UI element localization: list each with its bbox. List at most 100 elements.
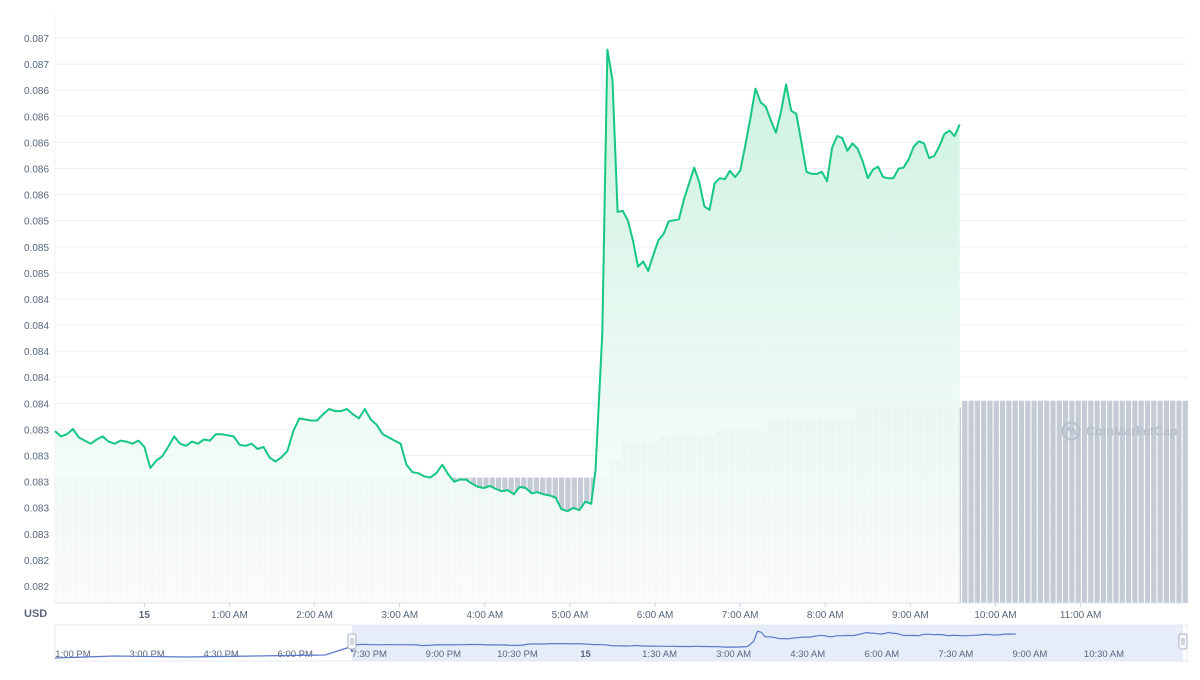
volume-bar bbox=[1157, 400, 1163, 603]
volume-bar bbox=[1126, 400, 1132, 603]
volume-bar bbox=[1151, 400, 1157, 603]
navigator-left-handle[interactable] bbox=[347, 633, 357, 650]
navigator-window[interactable] bbox=[352, 625, 1183, 661]
volume-bar bbox=[993, 400, 999, 603]
x-tick-label: 15 bbox=[139, 610, 151, 621]
navigator-label: 6:00 PM bbox=[278, 649, 313, 660]
x-tick-label: 4:00 AM bbox=[466, 610, 503, 621]
currency-label: USD bbox=[24, 608, 47, 620]
navigator-label: 4:30 PM bbox=[203, 649, 238, 660]
price-area-fill bbox=[55, 49, 960, 604]
y-tick-label: 0.083 bbox=[24, 530, 49, 541]
volume-bar bbox=[1100, 400, 1106, 603]
volume-bar bbox=[1075, 400, 1081, 603]
volume-bar bbox=[1113, 400, 1119, 603]
y-tick-label: 0.086 bbox=[24, 138, 49, 149]
navigator-right-handle[interactable] bbox=[1178, 633, 1188, 650]
y-tick-label: 0.086 bbox=[24, 164, 49, 175]
x-tick-label: 3:00 AM bbox=[381, 610, 418, 621]
navigator-label: 9:00 PM bbox=[426, 649, 461, 660]
volume-bar bbox=[1006, 400, 1012, 603]
navigator-label: 10:30 AM bbox=[1084, 649, 1124, 660]
price-line bbox=[54, 48, 961, 513]
volume-bar bbox=[1132, 400, 1138, 603]
volume-bar bbox=[968, 400, 974, 603]
y-tick-label: 0.084 bbox=[24, 295, 49, 306]
volume-bar bbox=[1012, 400, 1018, 603]
volume-bar bbox=[1044, 400, 1050, 603]
x-tick-label: 10:00 AM bbox=[974, 610, 1016, 621]
y-tick-label: 0.084 bbox=[24, 373, 49, 384]
volume-bar bbox=[1163, 400, 1169, 603]
x-tick-label: 1:00 AM bbox=[211, 610, 248, 621]
navigator-label: 7:30 AM bbox=[938, 649, 973, 660]
y-tick-label: 0.082 bbox=[24, 582, 49, 593]
navigator-label: 3:00 AM bbox=[716, 649, 751, 660]
watermark-text: CoinMarketCap bbox=[1086, 425, 1178, 439]
navigator-label: 1:30 AM bbox=[642, 649, 677, 660]
x-axis: 15 1:00 AM 2:00 AM 3:00 AM 4:00 AM 5:00 AM 6:0… bbox=[55, 602, 1187, 621]
volume-bar bbox=[981, 400, 987, 603]
volume-bar bbox=[1025, 400, 1031, 603]
time-navigator[interactable]: 1:00 PM 3:00 PM 4:30 PM 6:00 PM 7:30 PM 9:00 … bbox=[54, 624, 1188, 662]
navigator-label: 4:30 AM bbox=[790, 649, 825, 660]
volume-bar bbox=[962, 400, 968, 603]
navigator-label: 6:00 AM bbox=[864, 649, 899, 660]
volume-bar bbox=[1056, 400, 1062, 603]
y-tick-label: 0.086 bbox=[24, 112, 49, 123]
navigator-label: 3:00 PM bbox=[129, 649, 164, 660]
y-tick-label: 0.086 bbox=[24, 86, 49, 97]
y-axis: 0.087 0.087 0.086 0.086 0.086 0.086 0.086 0.085… bbox=[24, 34, 49, 593]
y-tick-label: 0.084 bbox=[24, 399, 49, 410]
volume-bar bbox=[1050, 400, 1056, 603]
x-tick-label: 8:00 AM bbox=[807, 610, 844, 621]
volume-bar bbox=[1018, 400, 1025, 603]
watermark: CoinMarketCap bbox=[1061, 421, 1178, 441]
y-tick-label: 0.083 bbox=[24, 425, 49, 436]
y-tick-label: 0.087 bbox=[24, 34, 49, 45]
y-tick-label: 0.084 bbox=[24, 347, 49, 358]
navigator-label: 9:00 AM bbox=[1012, 649, 1047, 660]
x-tick-label: 2:00 AM bbox=[296, 610, 333, 621]
volume-bar bbox=[1081, 400, 1088, 603]
volume-bar bbox=[1000, 400, 1006, 603]
y-tick-label: 0.082 bbox=[24, 556, 49, 567]
x-tick-label: 6:00 AM bbox=[637, 610, 674, 621]
volume-bar bbox=[987, 400, 993, 603]
volume-bar bbox=[1094, 400, 1100, 603]
volume-bar bbox=[1119, 400, 1125, 603]
x-tick-label: 11:00 AM bbox=[1060, 610, 1102, 621]
volume-bar bbox=[1031, 400, 1037, 603]
y-tick-label: 0.083 bbox=[24, 452, 49, 463]
navigator-label: 1:00 PM bbox=[55, 649, 90, 660]
price-area bbox=[54, 48, 961, 604]
y-tick-label: 0.083 bbox=[24, 504, 49, 515]
coinmarketcap-logo-icon bbox=[1061, 421, 1081, 441]
y-tick-label: 0.087 bbox=[24, 60, 49, 71]
volume-bar bbox=[974, 400, 980, 603]
volume-bar bbox=[1063, 400, 1069, 603]
y-tick-label: 0.086 bbox=[24, 191, 49, 202]
volume-bar bbox=[1170, 400, 1176, 603]
volume-bar bbox=[1069, 400, 1075, 603]
navigator-line bbox=[54, 630, 1017, 659]
x-tick-label: 9:00 AM bbox=[892, 610, 929, 621]
volume-bar bbox=[1107, 400, 1113, 603]
x-tick-label: 5:00 AM bbox=[552, 610, 589, 621]
y-tick-label: 0.084 bbox=[24, 321, 49, 332]
volume-bar bbox=[1144, 400, 1151, 603]
x-tick-label: 7:00 AM bbox=[722, 610, 759, 621]
y-tick-label: 0.083 bbox=[24, 478, 49, 489]
y-tick-label: 0.085 bbox=[24, 269, 49, 280]
navigator-label: 10:30 PM bbox=[497, 649, 538, 660]
navigator-label: 15 bbox=[580, 649, 591, 660]
volume-bar bbox=[1138, 400, 1144, 603]
y-tick-label: 0.085 bbox=[24, 243, 49, 254]
volume-bar bbox=[1088, 400, 1094, 603]
volume-bar bbox=[1037, 400, 1043, 603]
volume-bar bbox=[1182, 400, 1188, 603]
volume-bar bbox=[1176, 400, 1182, 603]
y-tick-label: 0.085 bbox=[24, 217, 49, 228]
